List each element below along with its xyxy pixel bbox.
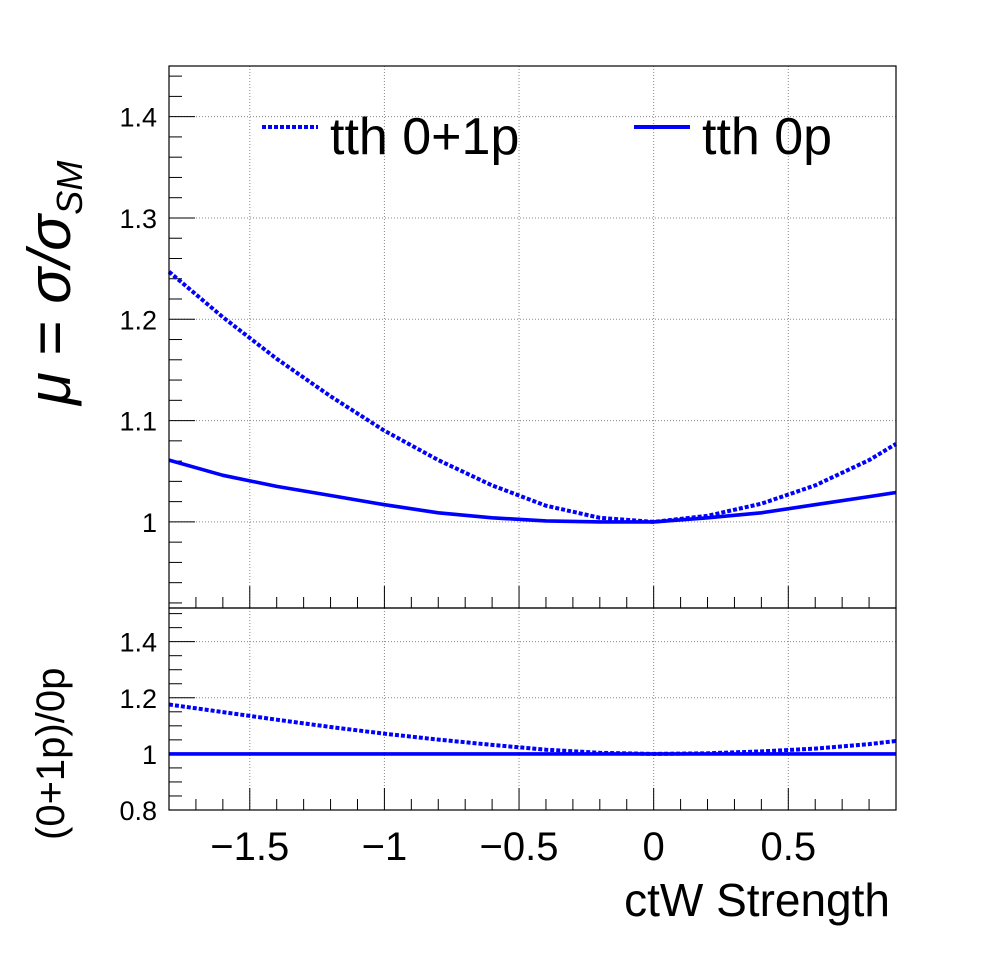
legend-label-1: tth 0p — [702, 108, 832, 166]
y-tick-label: 1.4 — [119, 103, 157, 133]
y-tick-label: 1 — [142, 740, 157, 770]
y-tick-label: 1.2 — [119, 305, 157, 335]
y-tick-label: 1.2 — [119, 684, 157, 714]
y-tick-label: 1.4 — [119, 628, 157, 658]
x-tick-label: 0 — [643, 825, 665, 869]
series-line-solid — [168, 458, 897, 524]
y-tick-label: 1 — [142, 508, 157, 538]
ratio-y-tick-labels: 0.8 1 1.2 1.4 — [119, 628, 157, 826]
ratio-y-axis-title: (0+1p)/0p — [29, 668, 73, 840]
y-tick-label: 0.8 — [119, 796, 157, 826]
ratio-axis-ticks — [168, 613, 897, 811]
y-tick-label: 1.3 — [119, 204, 157, 234]
x-tick-labels: −1.5 −1 −0.5 0 0.5 — [210, 825, 816, 869]
ratio-series-group — [168, 702, 897, 756]
main-y-axis-title: μ = σ/σSM — [16, 161, 90, 407]
x-tick-label: −1.5 — [210, 825, 289, 869]
ratio-grid — [169, 608, 896, 810]
main-axis-ticks — [168, 75, 897, 608]
x-tick-label: −1 — [362, 825, 408, 869]
y-tick-label: 1.1 — [119, 407, 157, 437]
x-tick-label: −0.5 — [480, 825, 559, 869]
main-series-group — [167, 270, 898, 524]
x-axis-title: ctW Strength — [624, 874, 890, 926]
main-y-tick-labels: 1 1.1 1.2 1.3 1.4 — [119, 103, 157, 538]
ratio-plot-frame — [168, 607, 897, 811]
legend: tth 0+1p tth 0p — [262, 108, 832, 166]
series-line-dotted — [167, 270, 898, 524]
x-tick-label: 0.5 — [760, 825, 816, 869]
legend-label-0: tth 0+1p — [330, 108, 519, 166]
series-line-dotted — [168, 702, 897, 756]
